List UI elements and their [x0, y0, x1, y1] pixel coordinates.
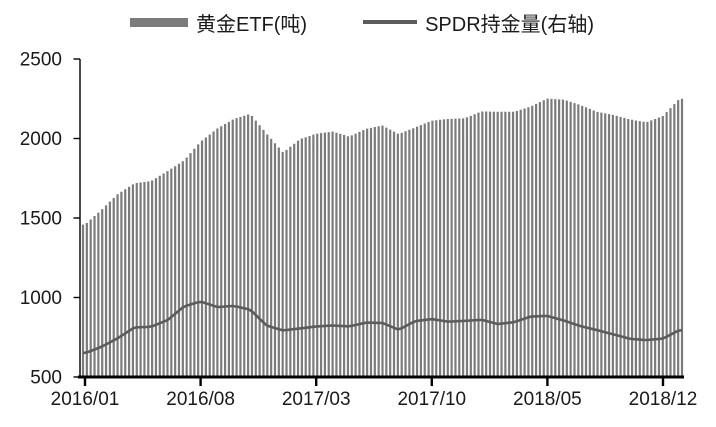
line-swatch-icon [363, 20, 418, 24]
x-tick-label: 2018/05 [513, 389, 582, 410]
x-tick-label: 2017/10 [397, 389, 466, 410]
y-tick-label: 1500 [20, 209, 62, 230]
y-tick-label: 1000 [20, 288, 62, 309]
legend-label-gold-etf: 黄金ETF(吨) [196, 13, 308, 36]
y-tick-label: 500 [30, 368, 62, 389]
gold-etf-bars [81, 98, 684, 378]
y-tick-label: 2000 [20, 129, 62, 150]
x-tick-label: 2016/08 [166, 389, 235, 410]
bar-swatch-icon [130, 17, 188, 27]
x-tick-label: 2016/01 [51, 389, 120, 410]
x-tick-label: 2017/03 [282, 389, 351, 410]
x-tick-label: 2018/12 [629, 389, 698, 410]
legend-item-gold-etf: 黄金ETF(吨) [130, 8, 307, 37]
spdr-line [82, 300, 683, 355]
chart-legend: 黄金ETF(吨) SPDR持金量(右轴) [130, 8, 594, 36]
legend-label-spdr: SPDR持金量(右轴) [425, 13, 594, 36]
y-tick-label: 2500 [20, 50, 62, 71]
legend-item-spdr: SPDR持金量(右轴) [363, 8, 594, 37]
